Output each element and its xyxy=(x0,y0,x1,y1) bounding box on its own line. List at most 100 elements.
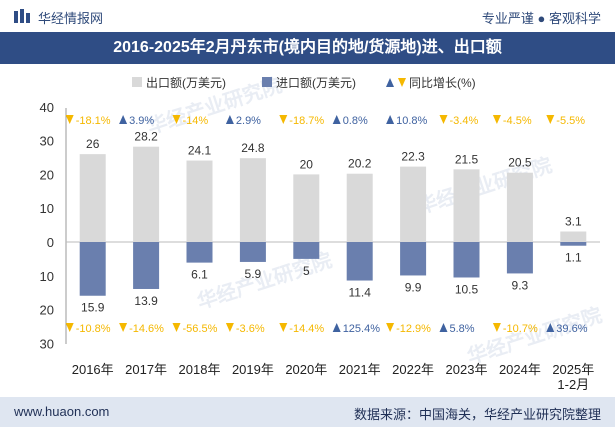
import-value-label: 9.3 xyxy=(512,278,529,292)
import-growth-triangle xyxy=(172,323,181,332)
export-bar xyxy=(400,166,427,242)
export-value-label: 22.3 xyxy=(401,150,425,164)
export-value-label: 28.2 xyxy=(134,130,158,144)
export-value-label: 3.1 xyxy=(565,215,582,229)
x-tick-label: 2016年 xyxy=(72,362,114,377)
import-value-label: 5 xyxy=(303,264,310,278)
y-tick-label: 40 xyxy=(40,100,54,115)
brand-tagline: 专业严谨 ● 客观科学 xyxy=(481,11,601,26)
export-bar xyxy=(506,172,533,242)
export-value-label: 26 xyxy=(86,137,100,151)
import-value-label: 11.4 xyxy=(348,286,371,300)
import-growth-label: -14.6% xyxy=(129,323,164,335)
y-tick-label: 10 xyxy=(40,269,54,284)
import-growth-label: 39.6% xyxy=(556,323,587,335)
legend-up-triangle xyxy=(386,78,394,87)
import-growth-label: -3.6% xyxy=(236,323,265,335)
import-growth-triangle xyxy=(65,323,74,332)
x-tick-label: 2018年 xyxy=(179,362,221,377)
export-bar xyxy=(133,146,160,242)
export-growth-triangle xyxy=(439,115,448,124)
import-bar xyxy=(400,242,427,276)
export-growth-triangle xyxy=(119,115,128,124)
logo-icon xyxy=(14,9,30,23)
import-bar xyxy=(506,242,533,274)
export-growth-label: 0.8% xyxy=(343,115,368,127)
x-tick-label: 2024年 xyxy=(499,362,541,377)
import-growth-triangle xyxy=(492,323,501,332)
export-growth-label: -18.1% xyxy=(76,115,111,127)
import-bar xyxy=(186,242,213,263)
export-growth-triangle xyxy=(65,115,74,124)
export-bar xyxy=(346,173,373,242)
x-tick-label: 2017年 xyxy=(125,362,167,377)
export-growth-triangle xyxy=(492,115,501,124)
import-growth-triangle xyxy=(225,323,234,332)
import-bar xyxy=(239,242,266,262)
export-value-label: 24.1 xyxy=(188,144,212,158)
import-growth-label: -14.4% xyxy=(289,323,324,335)
export-value-label: 20 xyxy=(300,157,314,171)
export-growth-triangle xyxy=(546,115,555,124)
x-tick-label: 2019年 xyxy=(232,362,274,377)
export-growth-label: -4.5% xyxy=(503,115,532,127)
export-growth-triangle xyxy=(279,115,288,124)
footer-bar: www.huaon.com 数据来源：中国海关，华经产业研究院整理 xyxy=(0,397,615,427)
import-bar xyxy=(293,242,320,259)
import-growth-triangle xyxy=(546,323,555,332)
export-value-label: 20.5 xyxy=(508,156,532,170)
export-bar xyxy=(560,231,587,242)
import-bar xyxy=(346,242,373,281)
export-bar xyxy=(79,154,106,242)
import-growth-triangle xyxy=(386,323,395,332)
import-value-label: 15.9 xyxy=(81,301,105,315)
y-tick-label: 20 xyxy=(40,303,54,318)
x-tick-label: 2020年 xyxy=(285,362,327,377)
export-growth-triangle xyxy=(225,115,234,124)
x-tick-label: 2021年 xyxy=(339,362,381,377)
x-tick-label: 2023年 xyxy=(446,362,488,377)
export-growth-triangle xyxy=(332,115,341,124)
watermark-text: 华经产业研究院 xyxy=(464,303,605,369)
export-growth-label: -14% xyxy=(183,115,209,127)
export-value-label: 20.2 xyxy=(348,157,372,171)
legend-export-swatch xyxy=(132,77,142,87)
import-bar xyxy=(453,242,480,278)
export-growth-label: 10.8% xyxy=(396,115,427,127)
top-bar: 华经情报网 专业严谨 ● 客观科学 xyxy=(0,0,615,32)
data-source: 数据来源：中国海关，华经产业研究院整理 xyxy=(353,407,601,422)
import-value-label: 5.9 xyxy=(245,267,262,281)
watermark-text: 华经产业研究院 xyxy=(414,153,555,219)
export-growth-label: 3.9% xyxy=(129,115,154,127)
legend-import-swatch xyxy=(262,77,272,87)
export-growth-label: -5.5% xyxy=(556,115,585,127)
export-growth-triangle xyxy=(386,115,395,124)
y-tick-label: 0 xyxy=(47,235,54,250)
import-bar xyxy=(133,242,160,289)
legend-import-label: 进口额(万美元) xyxy=(276,76,356,90)
export-value-label: 24.8 xyxy=(241,141,265,155)
x-tick-label: 2022年 xyxy=(392,362,434,377)
import-growth-label: -10.7% xyxy=(503,323,538,335)
import-growth-triangle xyxy=(279,323,288,332)
export-growth-label: -3.4% xyxy=(450,115,479,127)
import-bar xyxy=(79,242,106,296)
export-growth-label: -18.7% xyxy=(289,115,324,127)
export-bar xyxy=(239,158,266,242)
import-growth-triangle xyxy=(439,323,448,332)
y-tick-label: 30 xyxy=(40,336,54,351)
import-growth-label: -10.8% xyxy=(76,323,111,335)
x-tick-label: 2025年 1-2月 xyxy=(552,362,594,392)
brand-name: 华经情报网 xyxy=(38,11,104,26)
import-value-label: 1.1 xyxy=(565,251,582,265)
import-growth-label: -12.9% xyxy=(396,323,431,335)
import-value-label: 10.5 xyxy=(455,282,479,296)
import-growth-label: 125.4% xyxy=(343,323,381,335)
import-value-label: 9.9 xyxy=(405,280,422,294)
y-tick-label: 10 xyxy=(40,201,54,216)
y-tick-label: 30 xyxy=(40,134,54,149)
import-growth-triangle xyxy=(119,323,128,332)
legend-down-triangle xyxy=(398,78,406,87)
export-bar xyxy=(453,169,480,242)
